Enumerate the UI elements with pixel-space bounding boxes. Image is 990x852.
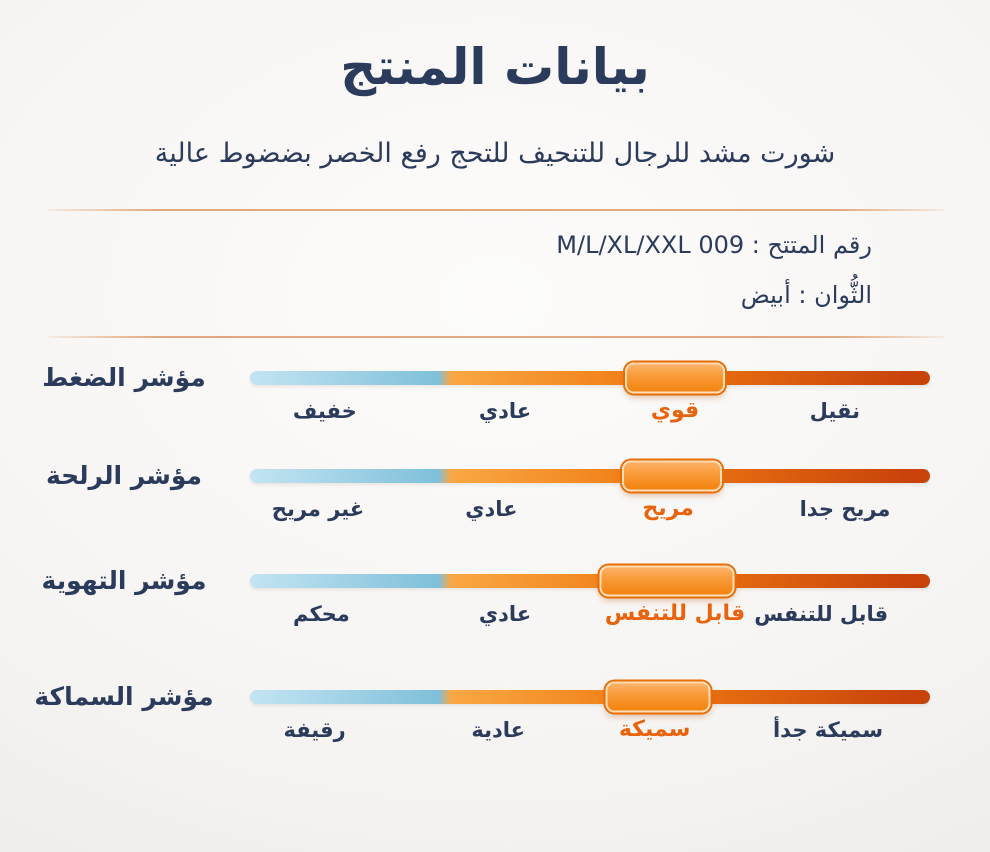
slider-row-3: مؤشر التهوية محكم عادي قابل للتنفس قابل للتن… bbox=[0, 554, 990, 638]
slider-row-1: مؤشر الضغط خفيف عادي قوي نقيل bbox=[0, 351, 990, 435]
slider-scale-labels: غير مريح عادي مريح مريح جدا bbox=[250, 493, 930, 525]
slider-row-4: مؤشر السماكة رقيفة عادية سميكة سميكة جدأ bbox=[0, 670, 990, 754]
slider-name-label: مؤشر الرلحة bbox=[45, 461, 203, 490]
slider-scale-label: سميكة جدأ bbox=[772, 718, 884, 742]
divider-top bbox=[48, 209, 945, 211]
slider-scale-label: محكم bbox=[292, 602, 350, 626]
slider-name-label: مؤشر السماكة bbox=[34, 682, 214, 711]
slider-scale-labels: خفيف عادي قوي نقيل bbox=[250, 395, 930, 427]
slider-track[interactable] bbox=[250, 460, 930, 492]
divider-middle bbox=[48, 336, 945, 338]
slider-scale-labels: محكم عادي قابل للتنفس قابل للتنفس bbox=[250, 598, 930, 630]
slider-name-label: مؤشر التهوية bbox=[41, 566, 207, 595]
product-colors-line: الثُّوان : أبيض bbox=[740, 281, 872, 309]
slider-scale-label: نقيل bbox=[809, 399, 860, 423]
slider-scale-label: خفيف bbox=[292, 399, 357, 423]
slider-scale-labels: رقيفة عادية سميكة سميكة جدأ bbox=[250, 714, 930, 746]
slider-scale-label: مريح جدا bbox=[799, 497, 891, 521]
slider-handle[interactable] bbox=[621, 460, 722, 492]
slider-scale-label: رقيفة bbox=[283, 718, 346, 742]
slider-scale-label: عادية bbox=[471, 718, 526, 742]
slider-handle[interactable] bbox=[605, 681, 711, 713]
slider-track[interactable] bbox=[250, 681, 930, 713]
slider-scale-label: عادي bbox=[465, 497, 518, 521]
slider-scale-label: قابل للتنفس bbox=[754, 602, 889, 626]
product-description: شورت مشد للرجال للتنحيف للتحج رفع الخصر … bbox=[154, 138, 836, 169]
slider-scale-label: غير مريح bbox=[271, 497, 365, 521]
product-info-block: رقم المتتح : 009 M/L/XL/XXL الثُّوان : أ… bbox=[556, 220, 872, 320]
slider-track[interactable] bbox=[250, 362, 930, 394]
product-number-line: رقم المتتح : 009 M/L/XL/XXL bbox=[556, 231, 872, 259]
slider-active-value-label: قوي bbox=[650, 398, 700, 423]
slider-active-value-label: مريح bbox=[642, 496, 694, 521]
slider-active-value-label: سميكة bbox=[618, 717, 691, 742]
slider-track[interactable] bbox=[250, 565, 930, 597]
slider-scale-label: عادي bbox=[478, 602, 532, 626]
page-title: بيانات المنتج bbox=[340, 38, 650, 96]
slider-handle[interactable] bbox=[599, 565, 735, 597]
slider-row-2: مؤشر الرلحة غير مريح عادي مريح مريح جدا bbox=[0, 449, 990, 533]
slider-name-label: مؤشر الضغط bbox=[42, 363, 206, 392]
slider-scale-label: عادي bbox=[478, 399, 532, 423]
slider-active-value-label: قابل للتنفس bbox=[604, 601, 746, 626]
slider-handle[interactable] bbox=[625, 362, 725, 394]
